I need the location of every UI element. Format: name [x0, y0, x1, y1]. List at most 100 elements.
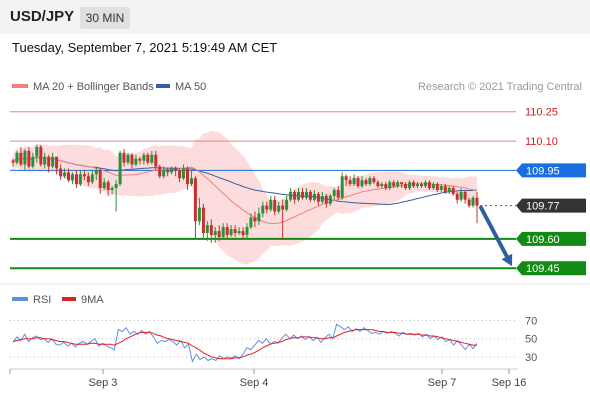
rsi-legend-label: RSI: [33, 294, 51, 306]
timeframe-badge[interactable]: 30 MIN: [80, 7, 130, 29]
candle: [281, 199, 285, 239]
candle-body: [43, 156, 47, 165]
candle-body: [142, 154, 146, 161]
candle: [427, 180, 431, 190]
candle: [241, 227, 245, 239]
symbol-label: USD/JPY: [10, 8, 75, 25]
rsi-tick-label: 30: [525, 352, 537, 364]
candle-body: [455, 193, 459, 200]
candle-body: [114, 184, 118, 188]
candle-body: [193, 178, 197, 222]
candle: [297, 188, 300, 202]
candle-body: [356, 178, 360, 186]
candle-body: [90, 174, 94, 183]
candle: [186, 166, 189, 190]
candle-body: [122, 152, 126, 163]
candle-body: [265, 205, 269, 210]
candle: [86, 172, 90, 187]
candle-body: [435, 184, 439, 190]
rsi-tick-label: 70: [525, 316, 537, 328]
candle: [265, 201, 269, 214]
candle-body: [11, 160, 15, 163]
candle-body: [47, 156, 51, 167]
timestamp-label: Tuesday, September 7, 2021 5:19:49 AM CE…: [12, 40, 278, 55]
candle: [324, 193, 328, 208]
candle-body: [19, 152, 23, 165]
candle-body: [63, 172, 67, 177]
candle: [249, 213, 253, 230]
level-label: 109.45: [526, 263, 560, 275]
candle: [328, 193, 332, 206]
candle-body: [293, 191, 297, 200]
level-tag: 109.77: [516, 198, 586, 213]
candle: [150, 150, 154, 165]
candle: [90, 170, 94, 185]
candle-body: [408, 182, 412, 189]
candle: [439, 184, 443, 192]
candle: [447, 186, 451, 194]
candle-body: [237, 231, 241, 234]
candle-body: [130, 154, 134, 165]
candle: [273, 195, 277, 216]
candle-body: [190, 178, 193, 185]
candle-body: [412, 182, 415, 187]
candle: [348, 176, 352, 187]
ma20-line: [12, 156, 478, 225]
candle: [35, 144, 39, 163]
candle: [467, 197, 471, 208]
candle-body: [154, 154, 158, 167]
candle-body: [98, 170, 102, 188]
candle: [59, 164, 63, 181]
candle: [78, 170, 82, 187]
candle: [316, 191, 320, 206]
level-tag: 109.95: [516, 163, 586, 178]
candle: [106, 180, 110, 196]
candle-body: [118, 152, 122, 185]
ma50-legend-label: MA 50: [175, 81, 206, 93]
candle-body: [170, 168, 174, 173]
candle: [336, 186, 340, 200]
candle-body: [75, 174, 78, 185]
candle-body: [253, 217, 257, 222]
candle: [63, 168, 67, 179]
candle: [312, 189, 316, 202]
candle: [305, 188, 308, 200]
candle: [138, 156, 142, 165]
candle: [47, 154, 51, 173]
candle: [380, 182, 384, 189]
candle-body: [281, 205, 285, 210]
candle: [301, 188, 304, 200]
candle-body: [27, 150, 31, 167]
candle: [475, 191, 479, 224]
candle-body: [162, 170, 166, 177]
candle-body: [245, 227, 249, 235]
credit-label: Research © 2021 Trading Central: [418, 81, 582, 93]
forecast-arrow-shaft: [479, 205, 509, 259]
candle-body: [360, 180, 364, 187]
candle: [55, 156, 59, 175]
candle-body: [368, 178, 372, 185]
candle: [463, 189, 467, 204]
candle: [126, 152, 130, 165]
candle-body: [59, 168, 63, 177]
candle: [39, 144, 43, 167]
candle-body: [301, 191, 304, 198]
candle-body: [396, 182, 400, 187]
candle: [388, 180, 392, 190]
level-label: 110.10: [525, 136, 558, 148]
candle-body: [416, 184, 419, 187]
level-tag-bg: [516, 231, 586, 246]
candle: [451, 186, 455, 196]
candle-body: [340, 176, 344, 198]
candle-body: [138, 158, 142, 161]
candle: [142, 152, 146, 165]
candle: [455, 191, 459, 204]
candle-body: [106, 182, 110, 190]
candle: [360, 176, 364, 189]
candle: [122, 148, 126, 167]
level-label: 109.95: [526, 165, 560, 177]
candle: [15, 150, 19, 165]
candle-body: [249, 217, 253, 228]
candle: [170, 166, 174, 175]
candle: [98, 168, 102, 194]
